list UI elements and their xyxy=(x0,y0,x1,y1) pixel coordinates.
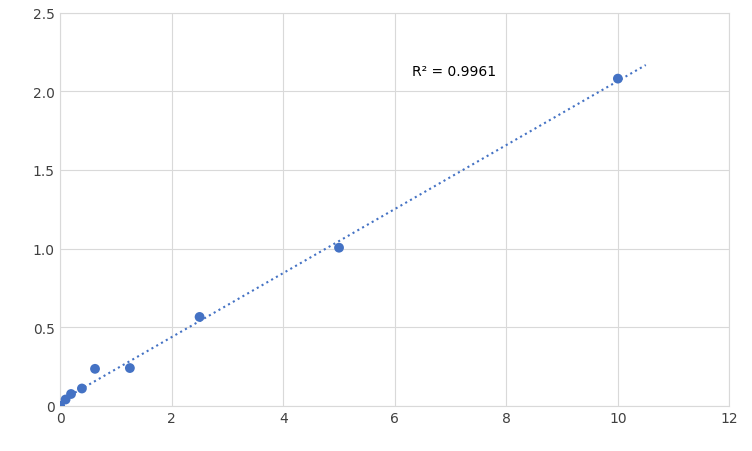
Point xyxy=(65,391,77,398)
Point xyxy=(124,364,136,372)
Text: R² = 0.9961: R² = 0.9961 xyxy=(411,64,496,78)
Point xyxy=(54,402,66,410)
Point xyxy=(59,396,71,403)
Point xyxy=(76,385,88,392)
Point xyxy=(193,313,205,321)
Point xyxy=(333,244,345,252)
Point xyxy=(89,365,101,373)
Point xyxy=(612,76,624,83)
